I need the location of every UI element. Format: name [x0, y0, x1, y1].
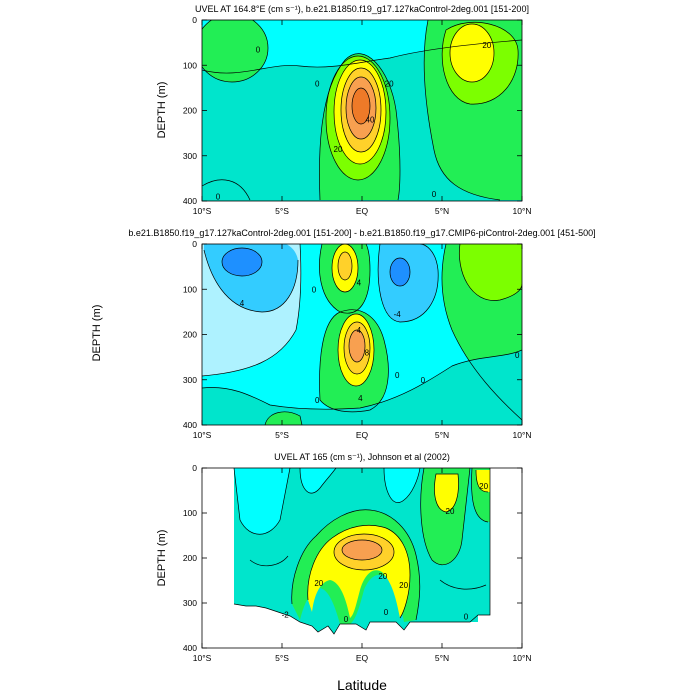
- y-tick-label: 0: [192, 15, 197, 25]
- x-tick-label: 5°S: [275, 430, 289, 440]
- y-tick-label: 100: [183, 508, 197, 518]
- y-tick-label: 200: [183, 330, 197, 340]
- x-axis-label: Latitude: [337, 677, 387, 693]
- panel-1: UVEL AT 164.8°E (cm s⁻¹), b.e21.B1850.f1…: [156, 4, 532, 216]
- field-mid-blue: [390, 258, 410, 286]
- field-euc-orange: [342, 540, 382, 560]
- field-right-yellow: [434, 474, 459, 512]
- contour-label: 20: [378, 572, 387, 581]
- contour-label: 4: [240, 299, 245, 308]
- y-tick-label: 400: [183, 420, 197, 430]
- contour-label: 0: [344, 615, 349, 624]
- panel-3: UVEL AT 165 (cm s⁻¹), Johnson et al (200…: [156, 452, 532, 663]
- field-cyan-left: [234, 468, 290, 535]
- panel-1-contours: [202, 20, 522, 201]
- x-tick-label: 5°S: [275, 206, 289, 216]
- field-right-lime: [459, 244, 522, 301]
- field-euc-darkorange: [352, 88, 370, 124]
- y-tick-label: 100: [183, 284, 197, 294]
- panel-1-ylabel: DEPTH (m): [156, 82, 168, 139]
- contour-label: 20: [482, 41, 491, 50]
- panel-2-field: [202, 244, 522, 425]
- panel-2-contour-labels: 4 0 4 4 8 4 0 0 0 -4 0: [240, 278, 520, 405]
- panel-3-field: [233, 468, 491, 635]
- x-tick-label: 5°N: [435, 653, 449, 663]
- contour-label: 4: [357, 278, 362, 287]
- panel-2-title: b.e21.B1850.f19_g17.127kaControl-2deg.00…: [128, 228, 595, 238]
- contour-label: 20: [479, 482, 488, 491]
- x-tick-label: 10°N: [513, 653, 532, 663]
- y-tick-label: 200: [183, 553, 197, 563]
- panel-1-field: [202, 20, 522, 201]
- panel-1-contour-labels: 0 20 0 20 40 20 0 0: [216, 41, 492, 202]
- y-tick-label: 300: [183, 151, 197, 161]
- x-tick-label: 5°N: [435, 430, 449, 440]
- y-tick-label: 0: [192, 239, 197, 249]
- field-right-yellow: [450, 24, 494, 82]
- contour-label: 20: [334, 145, 343, 154]
- contour-label: 0: [315, 79, 320, 88]
- panel-1-title: UVEL AT 164.8°E (cm s⁻¹), b.e21.B1850.f1…: [195, 4, 529, 14]
- contour-label: 0: [315, 396, 320, 405]
- x-tick-label: 5°S: [275, 653, 289, 663]
- field-left-blue: [222, 248, 262, 276]
- y-tick-label: 200: [183, 106, 197, 116]
- panel-3-contour-labels: 20 20 20 20 20 0 0 0 -2: [282, 482, 489, 624]
- x-tick-label: EQ: [356, 653, 369, 663]
- field-cyan-right: [384, 468, 420, 503]
- contour-label: -4: [394, 310, 402, 319]
- contour-label: 0: [421, 376, 426, 385]
- y-tick-label: 400: [183, 643, 197, 653]
- contour-label: 0: [432, 190, 437, 199]
- y-tick-label: 400: [183, 196, 197, 206]
- panel-2: b.e21.B1850.f19_g17.127kaControl-2deg.00…: [91, 228, 596, 440]
- contour-label: 0: [216, 192, 221, 201]
- panel-3-contours: [233, 468, 491, 635]
- contour-label: 4: [358, 394, 363, 403]
- x-tick-label: 5°N: [435, 206, 449, 216]
- contour-label: 0: [395, 371, 400, 380]
- field-left-cell: [202, 20, 268, 82]
- y-tick-label: 300: [183, 598, 197, 608]
- field-lower-orange: [349, 330, 365, 362]
- panel-3-title: UVEL AT 165 (cm s⁻¹), Johnson et al (200…: [274, 452, 450, 462]
- x-tick-label: 10°S: [193, 206, 212, 216]
- field-far-right-yellow: [476, 470, 490, 492]
- figure-ylabel: DEPTH (m): [91, 305, 103, 362]
- contour-label: 8: [365, 349, 370, 358]
- x-tick-label: EQ: [356, 430, 369, 440]
- contour-label: 20: [314, 579, 323, 588]
- x-tick-label: 10°S: [193, 430, 212, 440]
- field-bottom-teal: [202, 350, 522, 425]
- panel-3-ylabel: DEPTH (m): [156, 530, 168, 587]
- contour-label: 0: [464, 613, 469, 622]
- contour-label: -2: [282, 610, 290, 619]
- field-cyan-mid: [300, 468, 336, 494]
- contour-label: 20: [446, 507, 455, 516]
- contour-label: 0: [384, 608, 389, 617]
- y-tick-label: 300: [183, 375, 197, 385]
- x-tick-label: EQ: [356, 206, 369, 216]
- contour-label: 20: [385, 79, 394, 88]
- contour-label: 0: [256, 45, 261, 54]
- y-tick-label: 100: [183, 60, 197, 70]
- field-bottom-green: [265, 411, 302, 425]
- contour-label: 40: [366, 116, 375, 125]
- x-tick-label: 10°N: [513, 430, 532, 440]
- field-upper-gold: [338, 252, 352, 280]
- contour-label: 0: [312, 285, 317, 294]
- panel-2-contours: [202, 244, 522, 425]
- y-tick-label: 0: [192, 463, 197, 473]
- x-tick-label: 10°N: [513, 206, 532, 216]
- contour-label: 4: [357, 326, 362, 335]
- contour-label: 20: [399, 581, 408, 590]
- contour-label: 0: [515, 351, 520, 360]
- x-tick-label: 10°S: [193, 653, 212, 663]
